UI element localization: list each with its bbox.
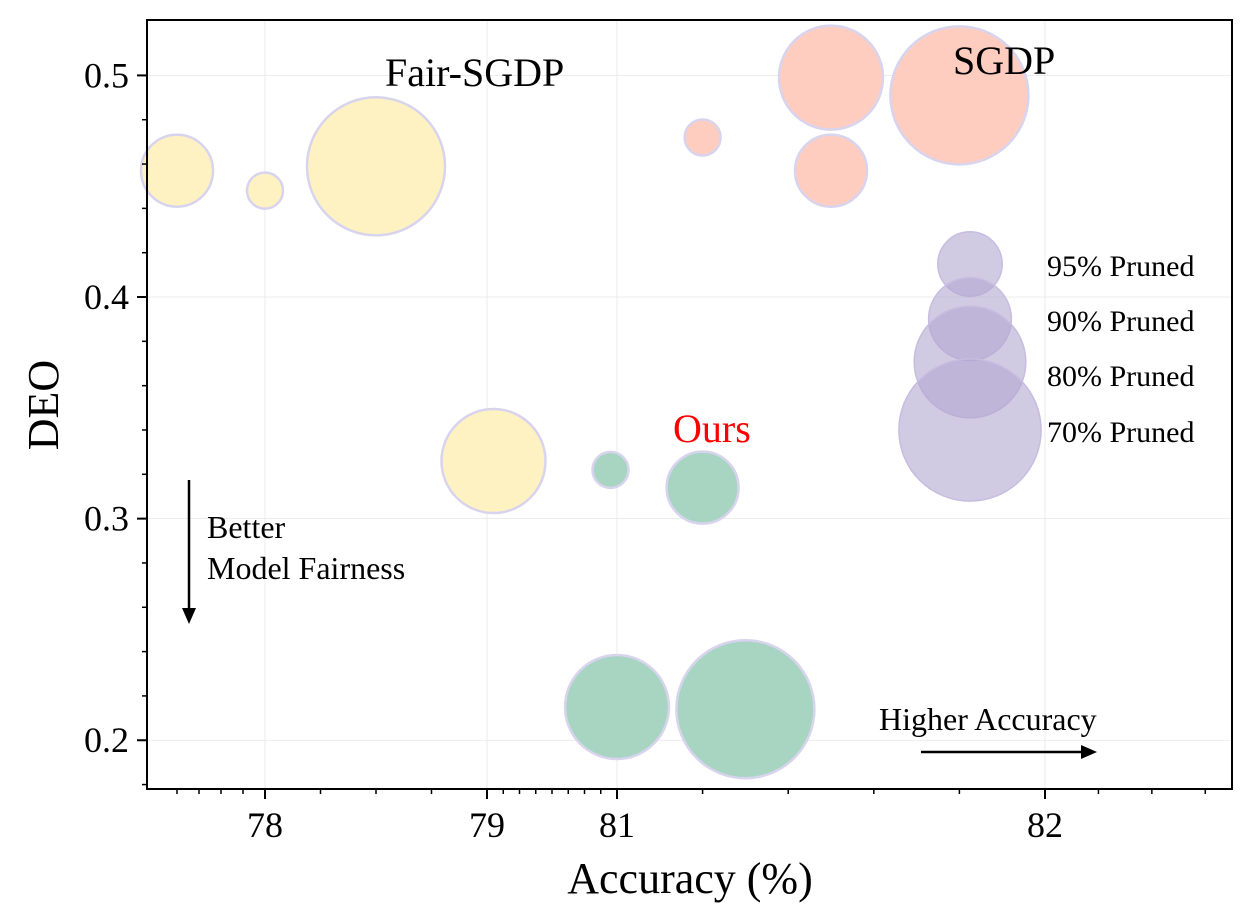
plot-frame (146, 19, 1233, 790)
bubble-fair-sgdp (305, 96, 447, 237)
down-arrow-icon (182, 608, 196, 624)
x-tick-label: 78 (247, 805, 283, 845)
bubble-ours (563, 653, 671, 761)
x-tick-label: 81 (599, 805, 635, 845)
bubble-fair-sgdp (139, 133, 215, 208)
higher-accuracy-label: Higher Accuracy (879, 701, 1097, 737)
bubble-sgdp (889, 25, 1030, 166)
legend-label: 80% Pruned (1047, 360, 1194, 393)
bubble-fair-sgdp (440, 407, 547, 515)
bubble-ours (591, 450, 630, 490)
y-tick-label: 0.2 (84, 720, 129, 760)
legend-label: 70% Pruned (1047, 416, 1194, 449)
better-fairness-annotation: Better Model Fairness (182, 480, 405, 624)
model-fairness-label: Model Fairness (207, 550, 405, 586)
x-tick-label: 79 (469, 805, 505, 845)
y-axis-label: DEO (19, 360, 68, 450)
ticks: 0.2 0.3 0.4 0.5 78 79 81 82 (84, 55, 1207, 845)
legend-label: 90% Pruned (1047, 305, 1194, 338)
bubble-sgdp (793, 133, 869, 208)
grid (147, 20, 1232, 789)
y-tick-label: 0.4 (84, 277, 129, 317)
size-legend: 95% Pruned 90% Pruned 80% Pruned 70% Pruned (898, 231, 1194, 502)
series-label: Ours (673, 406, 751, 451)
bubble-ours (675, 638, 816, 780)
x-tick-label: 82 (1027, 805, 1063, 845)
y-tick-label: 0.5 (84, 55, 129, 95)
bubble-sgdp (683, 118, 722, 157)
better-label: Better (207, 509, 286, 545)
bubble-sgdp (777, 24, 885, 131)
bubbles (139, 24, 1030, 780)
legend-bubble (898, 358, 1042, 502)
series-label: SGDP (953, 38, 1055, 83)
y-tick-label: 0.3 (84, 499, 129, 539)
series-label: Fair-SGDP (385, 50, 564, 95)
legend-label: 95% Pruned (1047, 250, 1194, 283)
bubble-fair-sgdp (245, 171, 285, 210)
bubble-ours (665, 450, 740, 525)
right-arrow-icon (1081, 745, 1097, 759)
x-axis-label: Accuracy (%) (567, 854, 813, 903)
labels: Fair-SGDP SGDP Ours 95% Pruned 90% Pruned 80%… (385, 38, 1194, 502)
higher-accuracy-annotation: Higher Accuracy (879, 701, 1097, 759)
